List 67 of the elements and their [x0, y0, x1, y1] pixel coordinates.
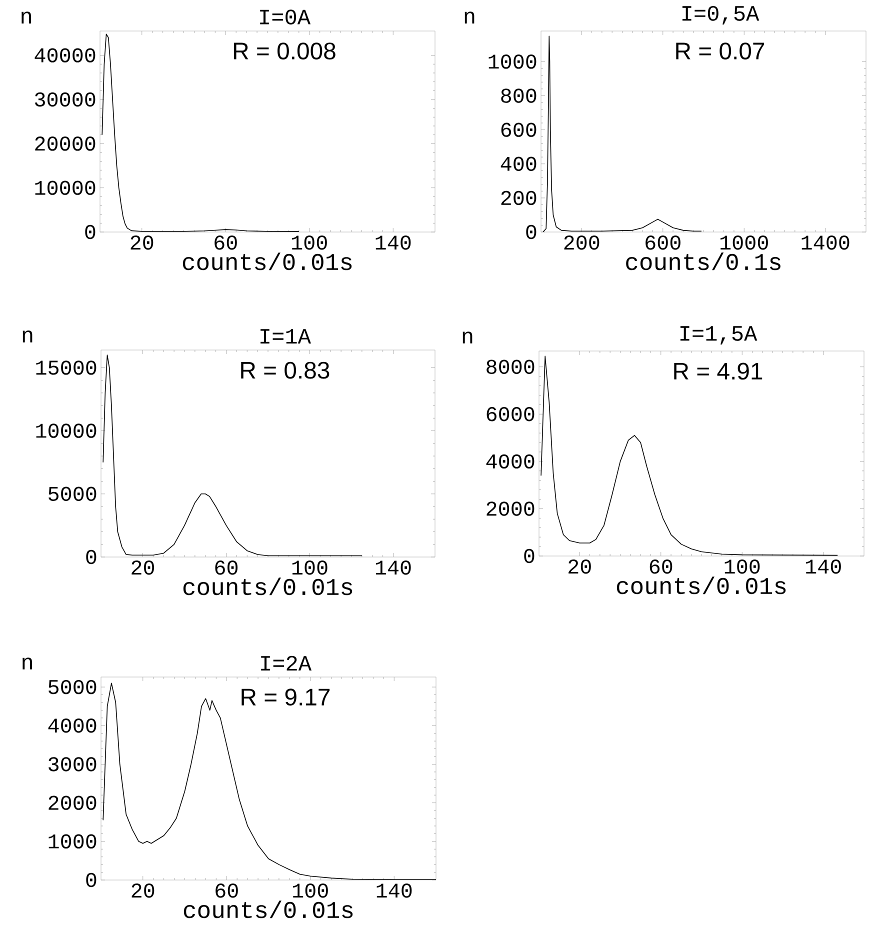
x-tick-label: 1000	[720, 236, 768, 250]
x-axis-title: counts/0.01s	[616, 576, 786, 594]
y-tick-label: 5000	[48, 680, 96, 694]
x-tick-label: 140	[376, 560, 411, 575]
y-tick-label: 4000	[48, 718, 96, 733]
x-tick-label: 100	[292, 560, 328, 575]
y-tick-label: 200	[501, 190, 536, 206]
y-tick-label: 1000	[48, 834, 96, 849]
annotation: R = 9.17	[242, 688, 330, 706]
y-tick-label: 10000	[35, 180, 96, 195]
x-tick-label: 20	[132, 884, 154, 898]
annotation: R = 0.07	[676, 42, 764, 60]
y-tick-label: 8000	[486, 360, 534, 374]
x-tick-label: 140	[376, 884, 412, 898]
y-tick-label: 15000	[36, 360, 96, 375]
y-tick-label: 2000	[486, 502, 534, 516]
x-axis-title: counts/0.01s	[184, 900, 353, 918]
chart-title: I=1A	[260, 329, 311, 344]
x-tick-label: 60	[650, 560, 672, 574]
y-axis-title: n	[22, 658, 32, 670]
y-tick-label: 0	[526, 224, 536, 240]
y-tick-label: 3000	[48, 757, 96, 772]
y-tick-label: 800	[501, 88, 536, 103]
y-tick-label: 30000	[35, 92, 96, 107]
x-tick-label: 600	[646, 236, 680, 250]
y-tick-label: 40000	[34, 48, 96, 62]
y-tick-label: 4000	[486, 454, 534, 469]
x-tick-label: 100	[724, 560, 760, 574]
y-tick-label: 2000	[48, 796, 96, 810]
y-axis-title: n	[464, 12, 474, 24]
chart-title: I=0A	[260, 10, 311, 25]
chart-title: I=2A	[261, 656, 312, 671]
line-series	[540, 356, 838, 556]
y-tick-label: 0	[85, 224, 96, 240]
y-tick-label: 6000	[486, 407, 534, 422]
chart-title: I=1,5A	[680, 326, 758, 345]
y-tick-label: 400	[500, 156, 536, 171]
y-tick-label: 600	[501, 122, 536, 137]
x-tick-label: 140	[376, 236, 411, 250]
x-axis-title: counts/0.01s	[183, 578, 352, 596]
x-tick-label: 100	[293, 884, 328, 898]
y-tick-label: 0	[86, 550, 96, 564]
x-tick-label: 20	[130, 236, 154, 250]
y-tick-label: 1000	[488, 54, 536, 69]
x-tick-label: 20	[568, 560, 591, 574]
x-axis-title: counts/0.01s	[182, 252, 352, 270]
y-tick-label: 0	[524, 548, 534, 564]
y-tick-label: 20000	[35, 136, 96, 151]
y-tick-label: 5000	[48, 486, 96, 501]
y-tick-label: 0	[86, 872, 96, 888]
x-tick-label: 60	[216, 884, 238, 898]
y-axis-title: n	[22, 12, 31, 24]
x-tick-label: 200	[564, 236, 600, 250]
x-tick-label: 1400	[802, 236, 850, 250]
y-tick-label: 10000	[36, 424, 96, 438]
y-axis-title: n	[462, 332, 472, 344]
x-tick-label: 140	[806, 560, 841, 574]
annotation: R = 0.83	[241, 362, 330, 379]
x-tick-label: 100	[292, 236, 327, 250]
x-axis-title: counts/0.1s	[626, 252, 780, 270]
x-tick-label: 60	[215, 560, 238, 575]
annotation: R = 4.91	[674, 362, 762, 380]
annotation: R = 0.008	[234, 42, 336, 60]
y-axis-title: n	[22, 330, 32, 342]
chart-title: I=0,5A	[682, 6, 760, 25]
x-tick-label: 20	[132, 560, 154, 575]
x-tick-label: 60	[214, 236, 237, 250]
